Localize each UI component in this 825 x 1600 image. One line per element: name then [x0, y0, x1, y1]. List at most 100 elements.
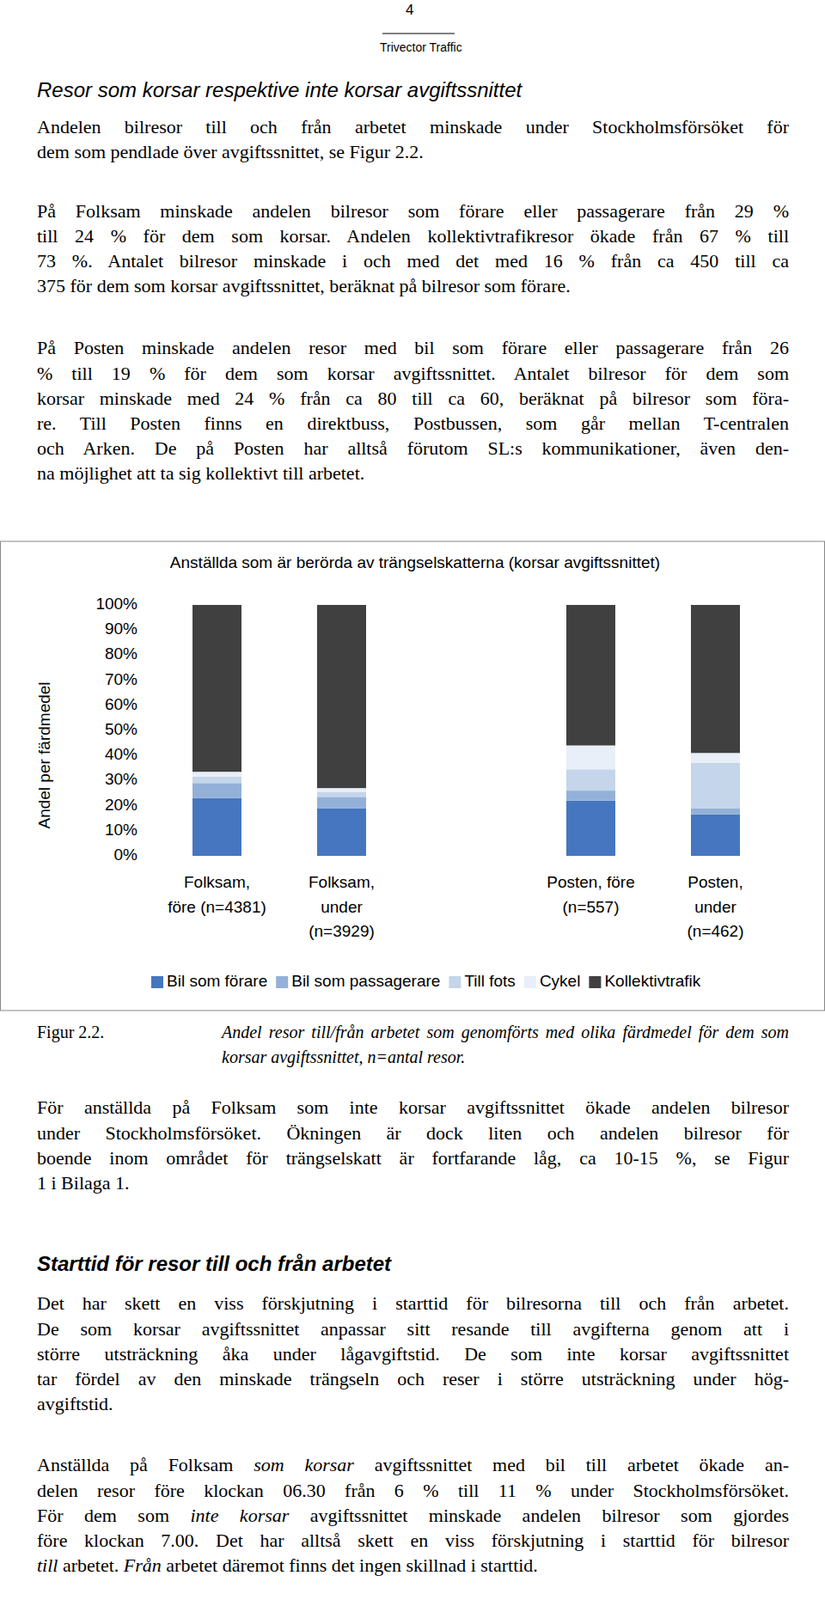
bar-segment — [690, 605, 740, 753]
text-run: delen resor före klockan 06.30 från 6 % … — [36, 1479, 789, 1502]
text-run: För dem som — [36, 1504, 190, 1527]
y-tick-label: 90% — [104, 619, 138, 638]
text-line: Andelen bilresor till och från arbetet m… — [36, 114, 789, 140]
y-tick-label: 70% — [104, 670, 138, 689]
bar-segment — [317, 605, 367, 789]
text-run: Andel resor till/från arbetet som genomf… — [221, 1022, 789, 1042]
text-line: 375 för dem som korsar avgiftssnittet, b… — [36, 273, 571, 299]
text-line: För anställda på Folksam som inte korsar… — [36, 1094, 789, 1120]
text-run: na möjlighet att ta sig kollektivt till … — [36, 462, 365, 484]
bar-segment — [192, 798, 242, 856]
text-line: boende inom området för trängselskatt är… — [36, 1145, 789, 1171]
text-run: under Stockholmsförsöket. Ökningen är do… — [36, 1122, 789, 1144]
text-line: delen resor före klockan 06.30 från 6 % … — [36, 1478, 789, 1504]
bar-segment — [566, 790, 616, 801]
y-tick-label: 30% — [104, 770, 138, 789]
legend-swatch — [588, 976, 601, 989]
page: Anställda som är berörda av trängselskat… — [0, 0, 825, 1600]
text-line: till arbetet. Från arbetet däremot finns… — [36, 1552, 538, 1578]
text-run: före klockan 7.00. Det har alltså skett … — [36, 1529, 789, 1552]
text-run: till 24 % för dem som korsar. Andelen ko… — [36, 225, 789, 247]
text-run: På Posten minskade andelen resor med bil… — [36, 336, 789, 359]
bar-segment — [192, 771, 242, 777]
y-tick-label: 20% — [104, 795, 138, 814]
text-line: och Arken. De på Posten har alltså förut… — [36, 435, 789, 461]
text-run: 73 %. Antalet bilresor minskade i och me… — [36, 250, 789, 272]
text-run: dem som pendlade över avgiftssnittet, se… — [36, 140, 424, 163]
text-run: re. Till Posten finns en direktbuss, Pos… — [36, 412, 789, 434]
bar-segment — [317, 808, 367, 856]
text-line: avgiftstid. — [36, 1391, 114, 1417]
text-line: na möjlighet att ta sig kollektivt till … — [36, 460, 365, 486]
legend-swatch — [524, 976, 537, 989]
x-tick-label: Posten, före(n=557) — [546, 873, 635, 917]
bar-segment — [317, 796, 367, 808]
x-tick-label: Posten,under(n=462) — [686, 873, 744, 941]
bar-segment — [192, 605, 242, 772]
y-tick-label: 100% — [95, 594, 138, 613]
x-tick-label: Folksam,under(n=3929) — [308, 873, 375, 941]
header-rule — [382, 33, 455, 35]
text-line: Figur 2.2. — [36, 1020, 104, 1045]
text-line: De som korsar avgiftssnittet anpassar si… — [36, 1316, 789, 1342]
bar-segment — [566, 605, 616, 746]
legend-label: Bil som passagerare — [291, 971, 440, 990]
text-run: De som korsar avgiftssnittet anpassar si… — [36, 1318, 789, 1340]
y-tick-label: 50% — [104, 720, 138, 739]
text-run: avgiftstid. — [36, 1393, 114, 1415]
legend-label: Till fots — [464, 971, 515, 990]
text-line: re. Till Posten finns en direktbuss, Pos… — [36, 410, 789, 436]
page-number: 4 — [405, 0, 414, 21]
y-tick-label: 40% — [104, 745, 138, 764]
text-line: % till 19 % för dem som korsar avgiftssn… — [36, 360, 789, 386]
text-line: större utsträckning åka under lågavgifts… — [36, 1341, 789, 1367]
text-emphasis: till — [36, 1554, 58, 1577]
y-tick-label: 10% — [104, 820, 138, 839]
text-line: Andel resor till/från arbetet som genomf… — [221, 1020, 789, 1045]
bar-segment — [192, 776, 242, 783]
text-run: korsar avgiftssnittet, n=antal resor. — [221, 1047, 465, 1067]
chart-title: Anställda som är berörda av trängselskat… — [170, 553, 660, 572]
text-emphasis: Från — [123, 1554, 162, 1577]
text-run: På Folksam minskade andelen bilresor som… — [36, 200, 789, 222]
y-tick-label: 60% — [104, 695, 138, 714]
text-line: 1 i Bilaga 1. — [36, 1170, 130, 1196]
text-line: Det har skett en viss förskjutning i sta… — [36, 1290, 789, 1316]
text-run: avgiftssnittet med bil till arbetet ökad… — [354, 1454, 789, 1476]
text-line: under Stockholmsförsöket. Ökningen är do… — [36, 1120, 789, 1146]
chart-frame — [0, 541, 825, 1011]
text-run: 375 för dem som korsar avgiftssnittet, b… — [36, 275, 571, 297]
text-run: boende inom området för trängselskatt är… — [36, 1147, 789, 1169]
bar-segment — [317, 792, 367, 798]
text-run: Det har skett en viss förskjutning i sta… — [36, 1292, 789, 1314]
bar-segment — [690, 752, 740, 764]
text-line: Resor som korsar respektive inte korsar … — [36, 77, 522, 103]
text-run: korsar minskade med 24 % från ca 80 till… — [36, 387, 789, 410]
text-run: arbetet däremot finns det ingen skillnad… — [161, 1554, 538, 1577]
text-line: tar fördel av den minskade trängseln och… — [36, 1366, 789, 1392]
y-axis-label: Andel per färdmedel — [35, 681, 54, 829]
text-line: Starttid för resor till och från arbetet — [36, 1251, 392, 1277]
text-line: För dem som inte korsar avgiftssnittet m… — [36, 1503, 789, 1528]
legend-label: Bil som förare — [166, 971, 268, 990]
text-line: Anställda på Folksam som korsar avgiftss… — [36, 1452, 789, 1478]
bar-segment — [566, 800, 616, 856]
text-run: avgiftssnittet minskade andelen bilresor… — [288, 1504, 789, 1527]
legend-swatch — [151, 976, 164, 989]
bar-segment — [317, 788, 367, 792]
text-run: För anställda på Folksam som inte korsar… — [36, 1096, 789, 1119]
text-run: Starttid för resor till och från arbetet — [36, 1252, 392, 1276]
bars — [192, 605, 740, 856]
text-run: arbetet. — [57, 1554, 123, 1577]
text-run: Resor som korsar respektive inte korsar … — [36, 78, 522, 102]
text-line: till 24 % för dem som korsar. Andelen ko… — [36, 223, 789, 249]
text-line: korsar avgiftssnittet, n=antal resor. — [221, 1045, 465, 1070]
text-run: Anställda på Folksam — [36, 1454, 254, 1476]
text-run: Figur 2.2. — [36, 1022, 104, 1042]
bar-segment — [192, 782, 242, 799]
text-line: dem som pendlade över avgiftssnittet, se… — [36, 139, 424, 165]
text-run: % till 19 % för dem som korsar avgiftssn… — [36, 362, 789, 385]
bar-segment — [566, 745, 616, 770]
text-line: 73 %. Antalet bilresor minskade i och me… — [36, 248, 789, 274]
x-tick-label: Folksam,före (n=4381) — [167, 873, 267, 917]
